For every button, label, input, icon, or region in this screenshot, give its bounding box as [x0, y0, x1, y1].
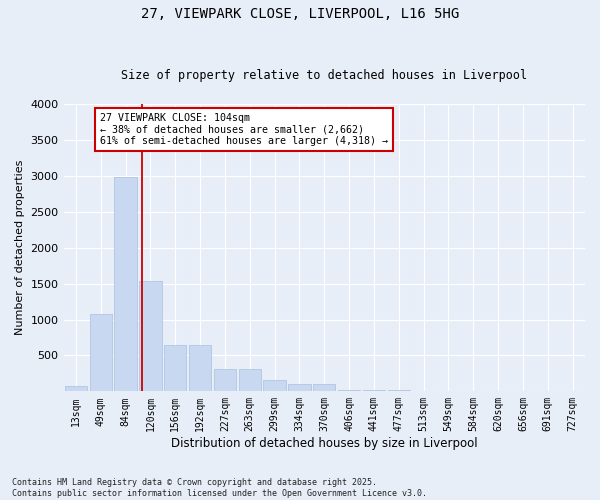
Text: 27 VIEWPARK CLOSE: 104sqm
← 38% of detached houses are smaller (2,662)
61% of se: 27 VIEWPARK CLOSE: 104sqm ← 38% of detac…	[100, 112, 388, 146]
Bar	[65, 386, 87, 392]
Bar	[263, 380, 286, 392]
Bar	[388, 390, 410, 392]
Bar	[139, 282, 161, 392]
Bar	[89, 314, 112, 392]
X-axis label: Distribution of detached houses by size in Liverpool: Distribution of detached houses by size …	[171, 437, 478, 450]
Bar	[189, 344, 211, 392]
Bar	[338, 390, 360, 392]
Bar	[313, 384, 335, 392]
Text: 27, VIEWPARK CLOSE, LIVERPOOL, L16 5HG: 27, VIEWPARK CLOSE, LIVERPOOL, L16 5HG	[141, 8, 459, 22]
Bar	[363, 390, 385, 392]
Bar	[239, 369, 261, 392]
Bar	[164, 344, 187, 392]
Bar	[288, 384, 311, 392]
Text: Contains HM Land Registry data © Crown copyright and database right 2025.
Contai: Contains HM Land Registry data © Crown c…	[12, 478, 427, 498]
Y-axis label: Number of detached properties: Number of detached properties	[15, 160, 25, 336]
Bar	[214, 369, 236, 392]
Bar	[115, 178, 137, 392]
Title: Size of property relative to detached houses in Liverpool: Size of property relative to detached ho…	[121, 69, 527, 82]
